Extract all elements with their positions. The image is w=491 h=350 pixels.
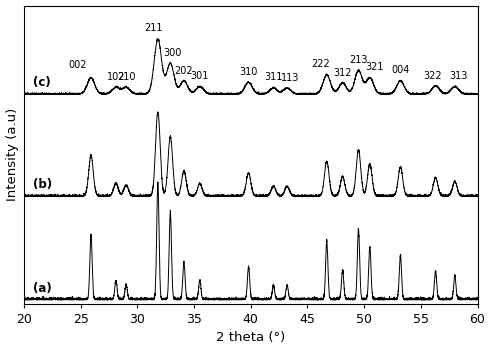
Text: 300: 300 (164, 48, 182, 58)
Text: 322: 322 (423, 71, 441, 81)
Text: 102: 102 (107, 72, 125, 82)
Text: (a): (a) (33, 282, 52, 295)
Text: 202: 202 (175, 66, 193, 76)
Text: (b): (b) (33, 178, 53, 191)
Text: 321: 321 (365, 62, 383, 72)
Text: 211: 211 (144, 23, 163, 33)
Text: 113: 113 (281, 73, 300, 83)
Text: 313: 313 (449, 71, 467, 81)
Text: 210: 210 (117, 72, 136, 82)
Text: 312: 312 (333, 68, 352, 78)
Text: 311: 311 (264, 71, 283, 82)
Text: (c): (c) (33, 76, 51, 89)
X-axis label: 2 theta (°): 2 theta (°) (216, 331, 285, 344)
Text: 213: 213 (349, 56, 368, 65)
Text: 004: 004 (391, 65, 409, 75)
Text: 002: 002 (68, 60, 86, 70)
Text: 222: 222 (312, 59, 330, 69)
Text: 310: 310 (239, 67, 258, 77)
Y-axis label: Intensity (a.u): Intensity (a.u) (5, 108, 19, 201)
Text: 301: 301 (191, 71, 209, 81)
